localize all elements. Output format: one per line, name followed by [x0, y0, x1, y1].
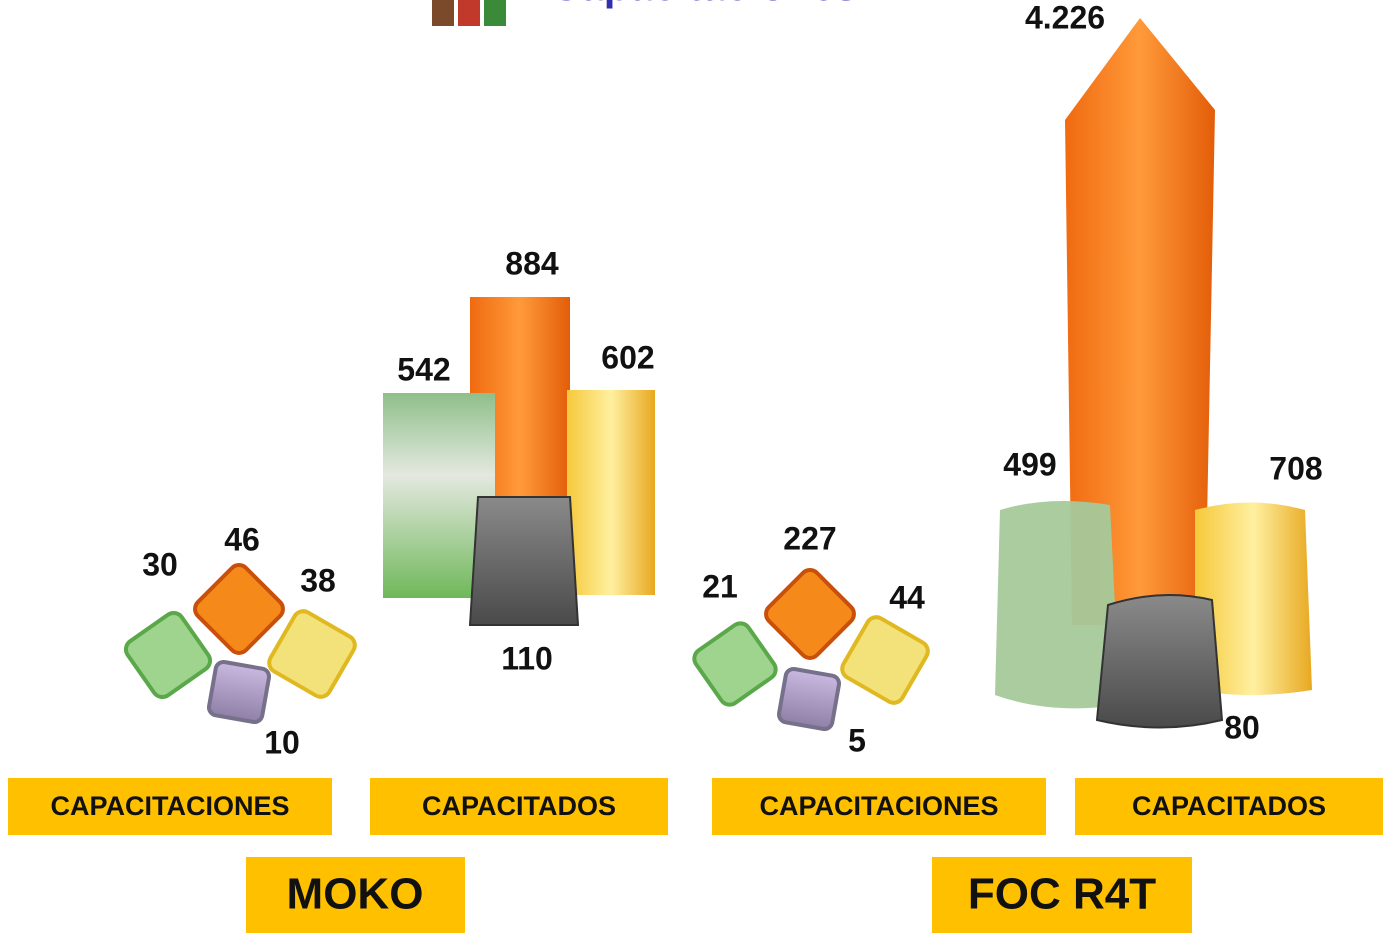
value-label: 10 [264, 724, 300, 760]
value-label: 884 [505, 245, 559, 281]
value-label: 46 [224, 521, 260, 557]
program-name: MOKO [287, 870, 424, 919]
value-label: 21 [702, 568, 738, 604]
value-label: 708 [1269, 450, 1322, 486]
value-label: 499 [1003, 446, 1056, 482]
group-label: CAPACITACIONES [759, 791, 998, 821]
value-label: 542 [397, 351, 450, 387]
value-label: 80 [1224, 709, 1260, 745]
value-label: 38 [300, 562, 336, 598]
program-box [246, 857, 465, 933]
value-label: 30 [142, 546, 178, 582]
value-label: 227 [783, 520, 836, 556]
value-label: 44 [889, 579, 925, 615]
label-box [8, 778, 332, 835]
value-label: 602 [601, 339, 654, 375]
program-box [932, 857, 1192, 933]
bar-cluster [995, 18, 1312, 729]
bar-cluster [383, 297, 655, 626]
label-box [712, 778, 1046, 835]
group-label: CAPACITADOS [422, 791, 616, 821]
value-label: 5 [848, 722, 866, 758]
program-name: FOC R4T [968, 870, 1156, 919]
value-label: 4.226 [1025, 0, 1105, 35]
cube-cluster [123, 563, 357, 725]
value-label: 110 [501, 640, 553, 676]
label-box [370, 778, 668, 835]
cube-cluster [692, 568, 930, 732]
title-icon [432, 0, 506, 26]
group-label: CAPACITADOS [1132, 791, 1326, 821]
group-label: CAPACITACIONES [50, 791, 289, 821]
label-box [1075, 778, 1383, 835]
title: Capacitaciones [550, 0, 858, 9]
